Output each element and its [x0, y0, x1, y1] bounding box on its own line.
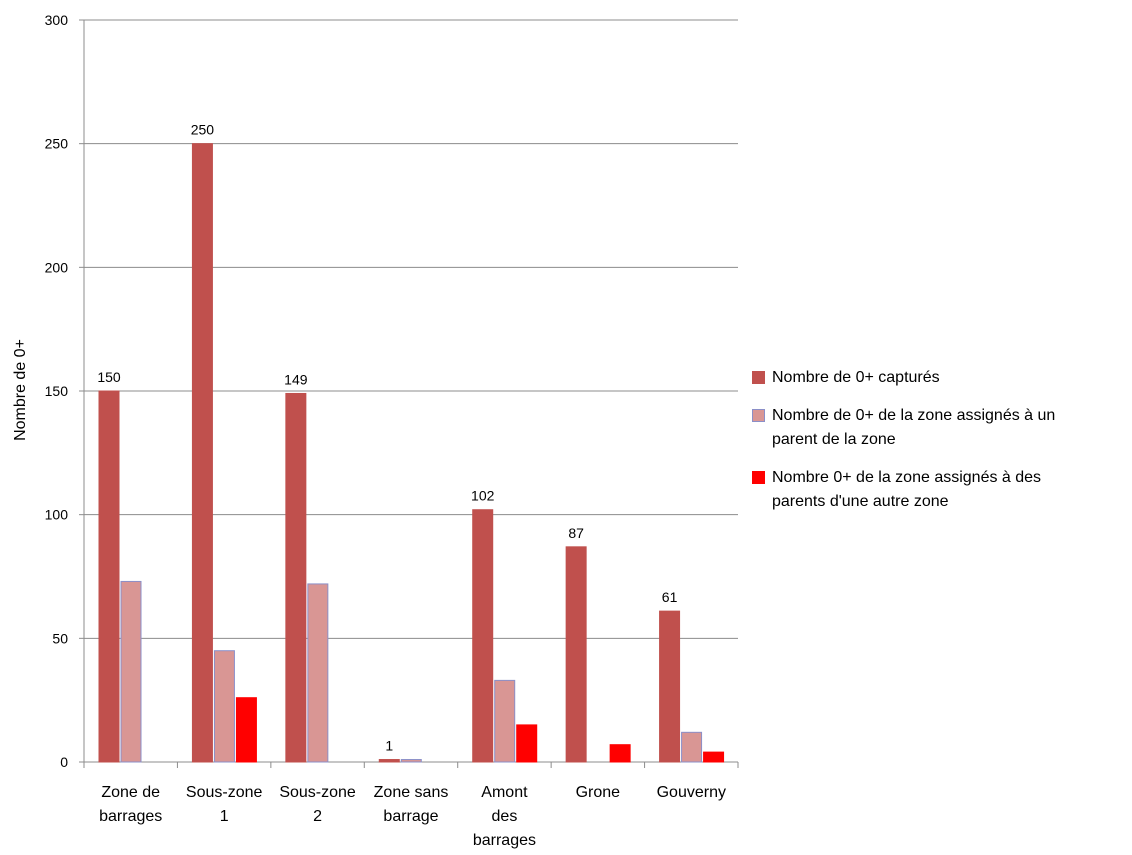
- x-category-label: Zone sans: [374, 784, 449, 801]
- bar: [681, 731, 703, 763]
- bar: [285, 392, 307, 763]
- legend-item-other-zone: Nombre 0+ de la zone assignés à des pare…: [752, 466, 1132, 514]
- legend-swatch-other-zone: [752, 471, 765, 484]
- bar: [213, 650, 235, 763]
- bar: [565, 546, 587, 763]
- bar: [120, 580, 142, 763]
- legend-item-captured: Nombre de 0+ capturés: [752, 366, 1132, 390]
- bar: [472, 509, 494, 763]
- y-axis-label: Nombre de 0+: [12, 339, 29, 441]
- y-tick-label: 250: [45, 136, 69, 152]
- axes: [79, 19, 739, 768]
- y-tick-label: 100: [45, 507, 69, 523]
- bar: [378, 759, 400, 763]
- bar: [609, 744, 631, 763]
- bar: [307, 583, 329, 763]
- x-category-label: Sous-zone: [279, 784, 356, 801]
- x-category-label: Sous-zone: [186, 784, 263, 801]
- legend-swatch-same-zone: [752, 409, 765, 422]
- bar: [494, 679, 516, 763]
- y-tick-label: 50: [52, 630, 68, 646]
- y-tick-label: 300: [45, 12, 69, 28]
- y-tick-label: 0: [60, 754, 68, 770]
- data-label: 250: [191, 122, 215, 138]
- data-label: 61: [662, 589, 678, 605]
- data-label: 1: [385, 738, 393, 754]
- legend-swatch-captured: [752, 371, 765, 384]
- x-category-label: barrages: [99, 808, 162, 825]
- bar: [703, 751, 725, 763]
- legend-item-same-zone: Nombre de 0+ de la zone assignés à un pa…: [752, 404, 1132, 452]
- x-category-label: barrage: [383, 808, 438, 825]
- bar: [516, 724, 538, 763]
- bar: [98, 390, 120, 763]
- bar: [400, 759, 422, 763]
- bar: [235, 697, 257, 763]
- y-tick-label: 200: [45, 259, 69, 275]
- legend-label: Nombre de 0+ de la zone assignés à un: [772, 407, 1056, 424]
- x-category-label: barrages: [473, 832, 536, 849]
- x-category-label: 2: [313, 808, 322, 825]
- x-category-label: Zone de: [101, 784, 160, 801]
- x-category-label: des: [492, 808, 518, 825]
- bar: [191, 143, 213, 763]
- data-labels: 150 250 149 1 102 87 61: [97, 122, 677, 754]
- y-tick-label: 150: [45, 383, 69, 399]
- legend-label: Nombre de 0+ capturés: [772, 369, 940, 386]
- legend-label: parents d'une autre zone: [772, 493, 949, 510]
- data-label: 150: [97, 369, 121, 385]
- legend-label: parent de la zone: [772, 431, 896, 448]
- tick-labels: 0 50 100 150 200 250 300 Zone de barrages Sous-zo…: [45, 12, 726, 849]
- x-category-label: Grone: [576, 784, 621, 801]
- data-label: 149: [284, 371, 308, 387]
- gridlines: [84, 19, 738, 639]
- bars: [98, 143, 725, 763]
- data-label: 87: [568, 525, 584, 541]
- x-category-label: Gouverny: [657, 784, 726, 801]
- bar: [659, 610, 681, 763]
- x-category-label: 1: [220, 808, 229, 825]
- legend-label: Nombre 0+ de la zone assignés à des: [772, 469, 1042, 486]
- data-label: 102: [471, 488, 495, 504]
- legend: Nombre de 0+ capturés Nombre de 0+ de la…: [752, 366, 1132, 528]
- x-category-label: Amont: [481, 784, 528, 801]
